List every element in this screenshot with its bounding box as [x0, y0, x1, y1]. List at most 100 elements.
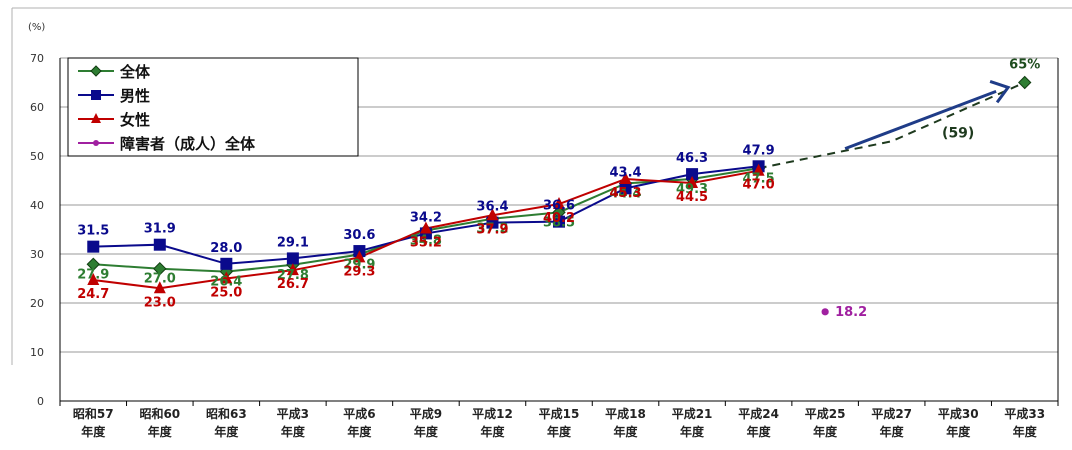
x-tick-label: 平成12 [472, 406, 513, 421]
data-label: 38.5 [543, 215, 575, 230]
x-tick-label: 昭和63 [206, 406, 247, 421]
data-point-女性 [486, 208, 499, 221]
data-label: 36.4 [476, 200, 508, 215]
x-tick-label: 平成21 [672, 406, 713, 421]
x-tick-label: 平成9 [410, 406, 442, 421]
data-point-女性 [686, 175, 699, 188]
x-tick-label-line2: 年度 [81, 424, 106, 439]
x-tick-label: 平成30 [938, 406, 979, 421]
data-point-男性 [220, 257, 233, 270]
data-point-男性 [619, 182, 632, 195]
data-label: 30.6 [343, 228, 375, 243]
data-label: 35.2 [410, 236, 442, 251]
data-label: 44.4 [609, 186, 641, 201]
data-point-全体 [86, 257, 100, 271]
data-point-女性 [619, 172, 632, 185]
data-label: 46.3 [676, 151, 708, 166]
data-point-女性 [353, 250, 366, 263]
x-tick-label: 昭和57 [73, 406, 114, 421]
y-tick-label: 0 [37, 395, 44, 408]
x-tick-label: 平成18 [605, 406, 646, 421]
x-tick-label-line2: 年度 [347, 424, 372, 439]
y-unit-label: (%) [28, 22, 45, 33]
data-label: 24.7 [77, 287, 109, 302]
data-label: 31.5 [77, 224, 109, 239]
data-point-女性 [286, 263, 299, 276]
y-tick-label: 10 [30, 346, 44, 359]
data-point-男性 [553, 215, 565, 228]
data-label: 34.2 [410, 210, 442, 225]
x-tick-label: 平成27 [871, 406, 912, 421]
target-projection-line [758, 81, 1026, 170]
data-label: 47.9 [743, 143, 775, 158]
data-point-全体 [1018, 75, 1032, 90]
data-point-全体 [153, 261, 167, 276]
x-tick-label: 平成25 [805, 406, 846, 421]
x-tick-label: 平成33 [1004, 406, 1045, 421]
data-label: 31.9 [144, 222, 176, 237]
x-tick-label-line2: 年度 [414, 424, 439, 439]
x-tick-label-line2: 年度 [813, 424, 838, 439]
x-tick-label: 昭和60 [139, 406, 180, 421]
data-label: 25.0 [210, 286, 242, 301]
data-point-男性 [87, 240, 100, 253]
legend-box [67, 57, 359, 157]
data-label: 47.0 [743, 178, 775, 193]
x-tick-label-line2: 年度 [946, 424, 971, 439]
data-label: 27.9 [77, 267, 109, 282]
legend-label: 全体 [119, 63, 151, 81]
data-label: 44.5 [676, 190, 708, 205]
data-point-男性 [686, 168, 699, 181]
x-tick-label-line2: 年度 [214, 424, 239, 439]
data-label: 18.2 [835, 305, 867, 320]
x-tick-label-line2: 年度 [747, 424, 772, 439]
data-label: 65% [1009, 58, 1040, 73]
data-label: 34.8 [410, 233, 442, 248]
data-point-女性 [153, 281, 166, 294]
data-point-女性 [553, 197, 565, 210]
x-tick-label: 平成24 [738, 406, 779, 421]
x-tick-label: 平成3 [277, 406, 309, 421]
data-label: 29.9 [343, 257, 375, 272]
annotation-label: (59) [942, 126, 974, 142]
data-label: 47.5 [743, 171, 775, 186]
legend-swatch-marker-障害者（成人）全体 [93, 140, 99, 146]
data-label: 43.4 [609, 165, 641, 180]
x-tick-label-line2: 年度 [547, 424, 572, 439]
data-label: 29.3 [343, 264, 375, 279]
data-label: 36.6 [543, 199, 575, 214]
data-point-男性 [153, 238, 166, 251]
data-label: 45.3 [609, 186, 641, 201]
data-label: 26.4 [210, 275, 242, 290]
data-point-女性 [220, 271, 233, 284]
x-tick-label-line2: 年度 [1013, 424, 1038, 439]
y-tick-label: 20 [30, 297, 44, 310]
legend-label: 障害者（成人）全体 [120, 135, 256, 153]
x-tick-label-line2: 年度 [614, 424, 639, 439]
data-label: 37.9 [476, 222, 508, 237]
data-label: 28.0 [210, 241, 242, 256]
trend-arrow-head [989, 79, 1011, 104]
data-point-女性 [87, 272, 100, 285]
x-tick-label-line2: 年度 [480, 424, 505, 439]
y-tick-label: 70 [30, 52, 44, 65]
data-label: 29.1 [277, 235, 309, 250]
legend-swatch-marker-女性 [91, 113, 101, 123]
x-tick-label-line2: 年度 [281, 424, 306, 439]
data-point-女性 [752, 163, 765, 176]
data-label: 37.2 [476, 222, 508, 237]
legend-label: 女性 [120, 111, 150, 129]
y-tick-label: 40 [30, 199, 44, 212]
data-label: 23.0 [144, 295, 176, 310]
data-label: 27.0 [144, 272, 176, 287]
y-tick-label: 60 [30, 101, 44, 114]
data-point-障害者（成人）全体 [821, 308, 829, 316]
x-tick-label-line2: 年度 [148, 424, 173, 439]
y-tick-label: 50 [30, 150, 44, 163]
data-point-女性 [419, 221, 432, 234]
data-label: 27.8 [277, 268, 309, 283]
data-label: 49.3 [676, 182, 708, 197]
